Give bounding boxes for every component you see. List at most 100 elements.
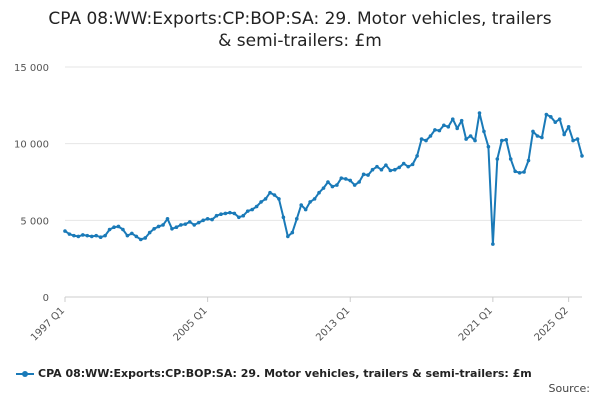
data-point <box>379 167 384 172</box>
chart-title-line-1: CPA 08:WW:Exports:CP:BOP:SA: 29. Motor v… <box>48 9 552 29</box>
data-point <box>522 170 526 174</box>
data-point <box>290 230 295 235</box>
data-point <box>201 218 205 223</box>
data-point <box>388 168 393 173</box>
y-tick-label: 10 000 <box>14 140 49 151</box>
data-point <box>397 165 402 170</box>
data-point <box>152 226 156 231</box>
chart-title-line-2: & semi-trailers: £m <box>218 31 382 51</box>
data-point <box>437 128 442 133</box>
data-point <box>245 209 250 213</box>
x-tick-label: 2025 Q2 <box>533 305 571 343</box>
data-point <box>428 134 433 138</box>
data-point <box>161 223 165 227</box>
data-point <box>183 222 188 226</box>
data-point <box>468 134 473 138</box>
data-point <box>143 236 148 240</box>
data-point <box>72 233 76 238</box>
data-point <box>335 183 339 187</box>
data-point <box>517 171 522 175</box>
data-point <box>495 157 500 161</box>
data-point <box>535 134 540 138</box>
data-point <box>317 190 321 195</box>
data-point <box>268 190 272 195</box>
data-point <box>499 138 504 143</box>
data-point <box>67 232 72 236</box>
chart-title: CPA 08:WW:Exports:CP:BOP:SA: 29. Motor v… <box>0 8 600 52</box>
x-tick-label: 2005 Q1 <box>172 305 210 343</box>
data-point <box>192 223 197 227</box>
data-point <box>308 200 312 204</box>
data-point <box>210 217 214 222</box>
data-point <box>393 167 397 172</box>
y-tick-label: 0 <box>43 293 49 304</box>
data-point <box>312 197 317 201</box>
data-point <box>214 213 219 218</box>
data-point <box>94 233 98 238</box>
data-point <box>219 212 223 216</box>
data-point <box>482 129 486 134</box>
data-point <box>63 229 67 233</box>
data-point <box>553 120 558 124</box>
data-point <box>303 207 308 212</box>
data-point <box>138 237 143 242</box>
data-point <box>232 211 237 216</box>
legend[interactable]: CPA 08:WW:Exports:CP:BOP:SA: 29. Motor v… <box>16 367 532 380</box>
data-point <box>254 204 259 209</box>
data-point <box>121 227 125 232</box>
source-label: Source: <box>548 382 591 395</box>
data-point <box>450 117 455 121</box>
data-point <box>571 138 575 143</box>
data-point <box>89 234 94 239</box>
data-point <box>557 117 562 121</box>
x-tick-label: 2013 Q1 <box>314 305 352 343</box>
data-point <box>156 224 161 229</box>
data-point <box>361 172 366 177</box>
data-point <box>549 115 553 119</box>
data-point <box>174 225 179 230</box>
data-point <box>473 138 477 143</box>
data-point <box>263 197 268 201</box>
data-point <box>513 169 517 174</box>
data-point <box>544 112 549 117</box>
data-point <box>76 234 81 239</box>
data-point <box>165 217 170 221</box>
data-point <box>107 227 112 232</box>
data-point <box>170 226 174 231</box>
data-point <box>575 137 580 141</box>
data-point <box>116 224 121 229</box>
data-point <box>223 211 228 216</box>
data-point <box>446 125 451 129</box>
data-point <box>477 111 482 115</box>
data-point <box>508 157 513 161</box>
data-point <box>85 233 90 238</box>
data-point <box>352 183 357 187</box>
data-point <box>433 128 437 132</box>
legend-swatch-icon <box>16 369 34 379</box>
data-point <box>531 129 535 134</box>
series-line <box>64 112 583 246</box>
data-point <box>486 144 491 149</box>
data-point <box>375 164 379 169</box>
data-point <box>406 164 410 169</box>
data-point <box>286 234 290 239</box>
data-point <box>562 132 566 137</box>
data-point <box>464 137 468 141</box>
data-point <box>147 230 152 235</box>
data-point <box>134 234 139 239</box>
data-point <box>504 138 509 142</box>
data-point <box>343 177 348 181</box>
data-point <box>103 233 107 238</box>
data-point <box>384 163 388 167</box>
data-point <box>566 125 571 129</box>
data-point <box>410 162 415 167</box>
data-point <box>326 180 330 184</box>
data-point <box>321 186 326 190</box>
data-point <box>259 200 263 204</box>
data-point <box>455 126 460 131</box>
y-tick-label: 15 000 <box>14 63 49 74</box>
data-point <box>540 135 544 140</box>
data-point <box>366 173 370 177</box>
data-point <box>299 203 304 207</box>
data-point <box>424 138 428 143</box>
